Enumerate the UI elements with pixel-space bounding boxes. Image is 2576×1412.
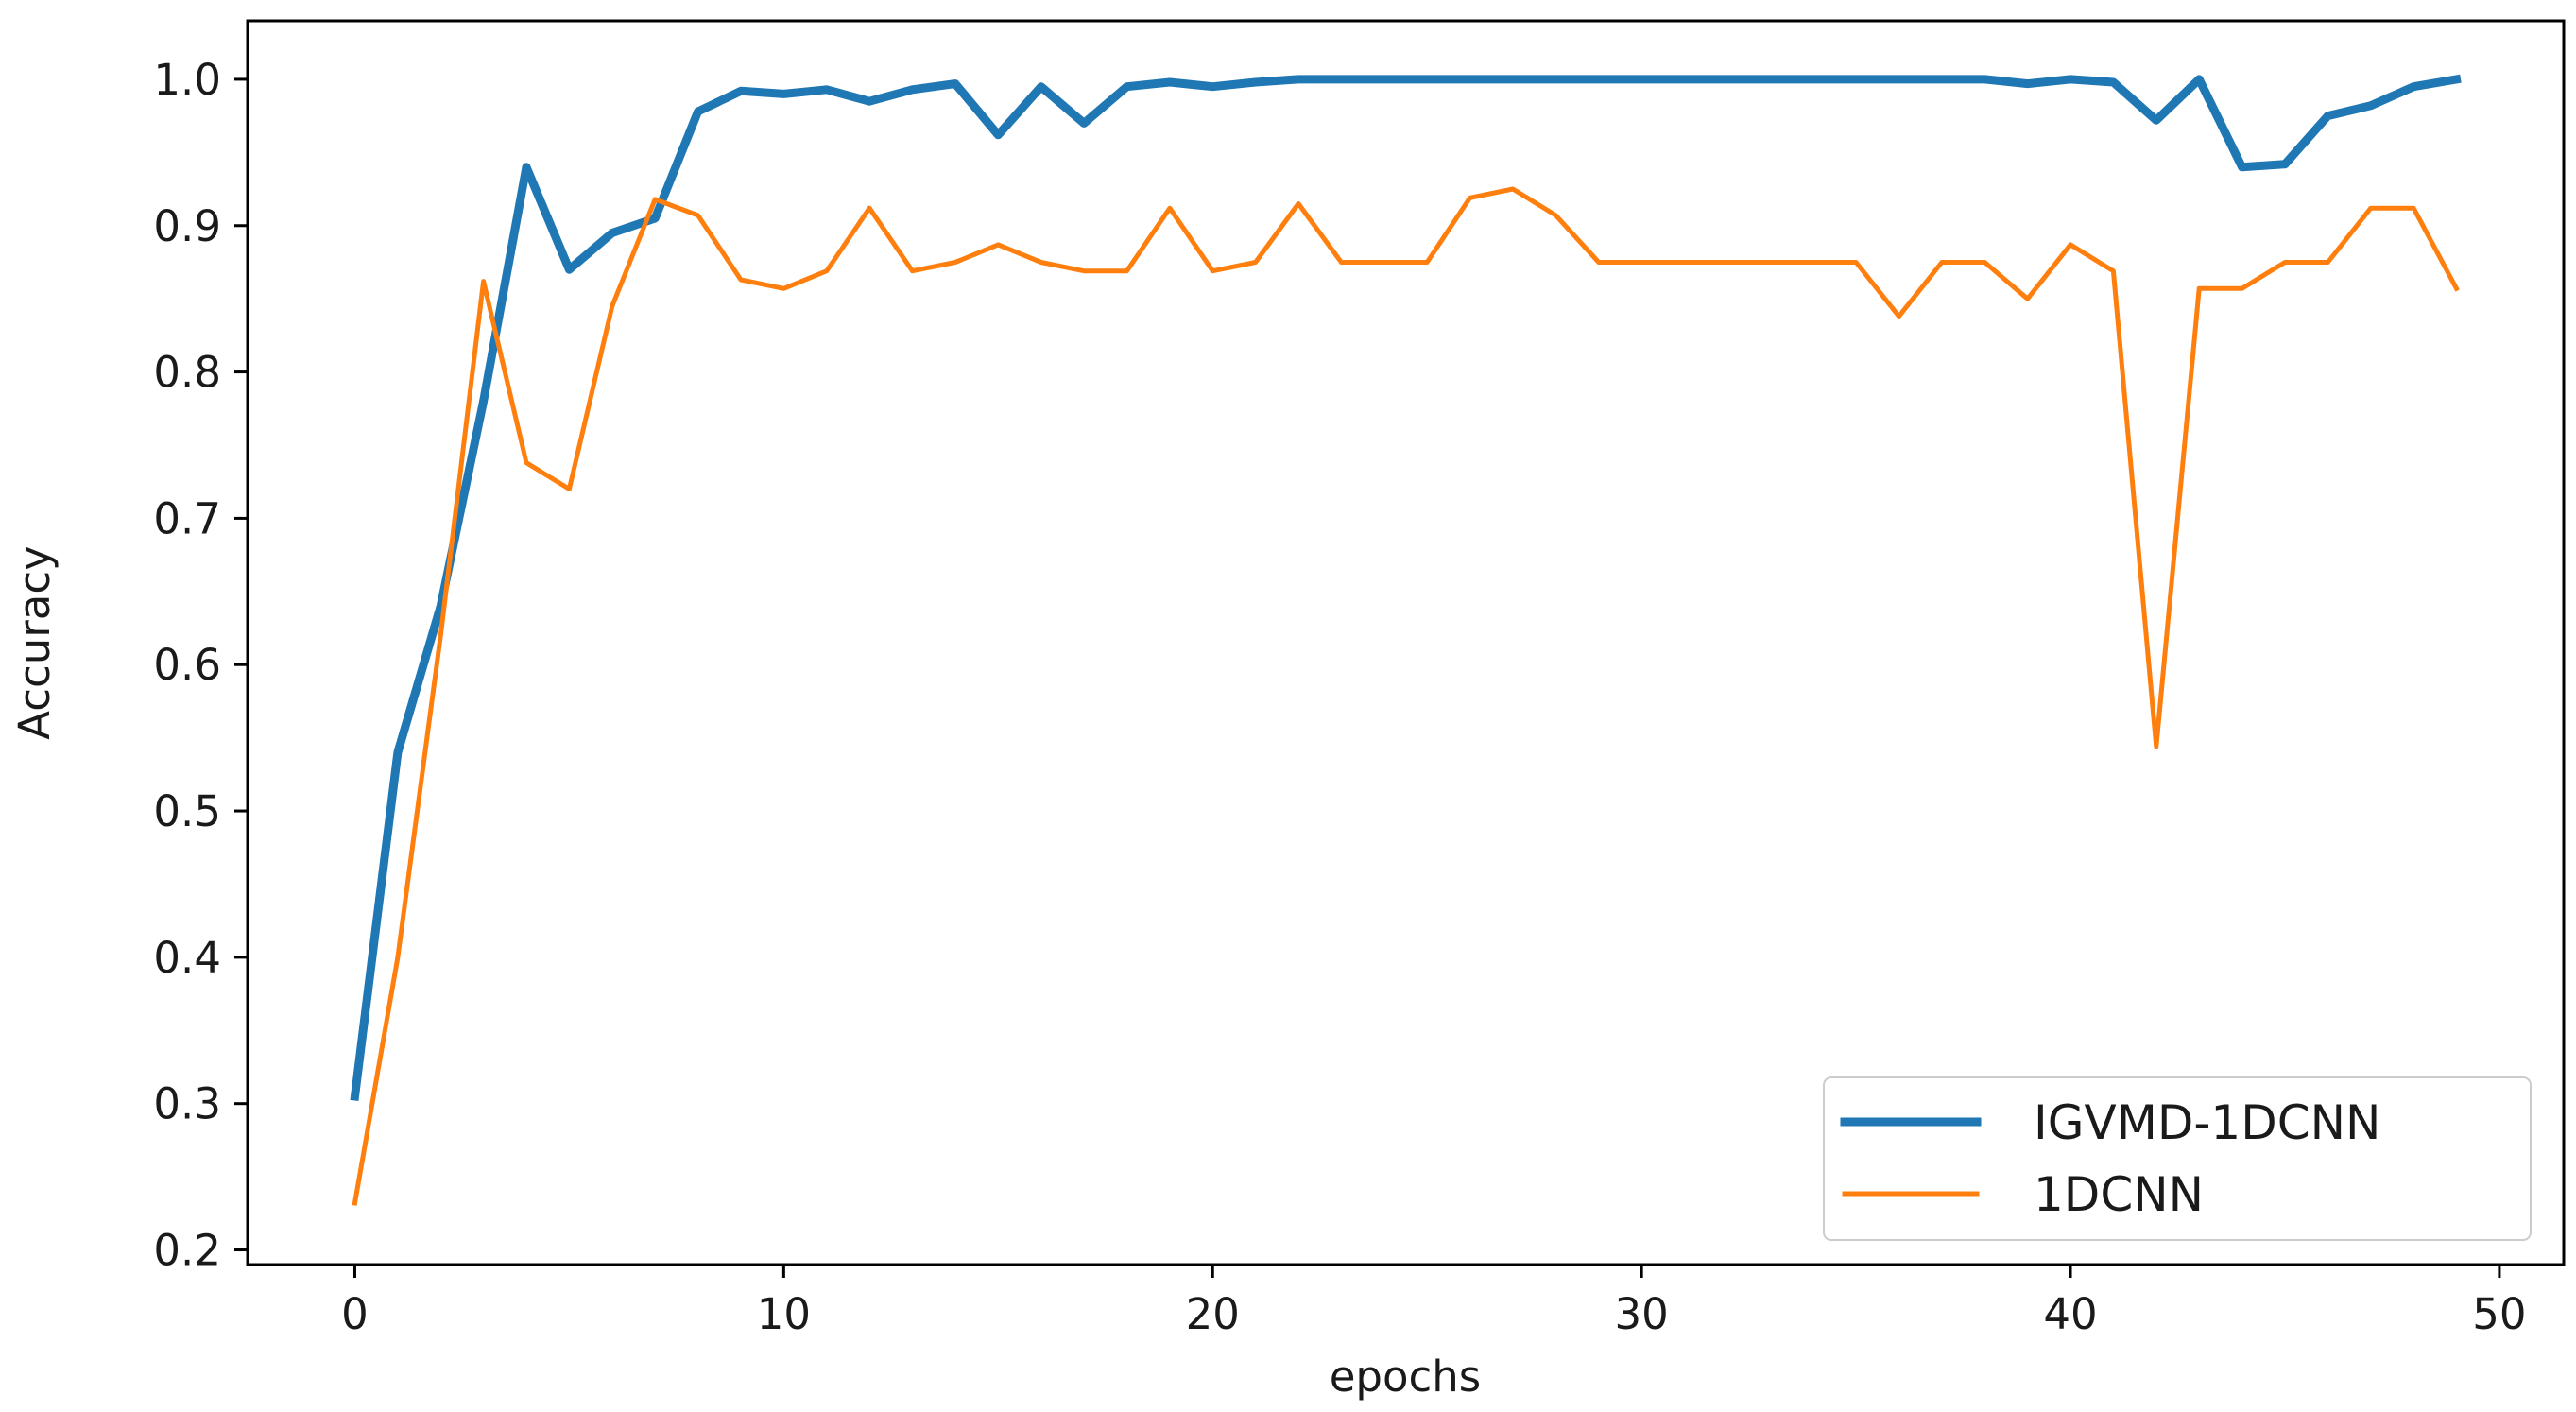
y-tick-label: 0.2 xyxy=(153,1226,221,1276)
y-tick-label: 0.5 xyxy=(153,786,221,836)
x-tick-label: 20 xyxy=(1186,1289,1240,1339)
legend-label-1dcnn: 1DCNN xyxy=(2034,1167,2204,1222)
y-tick-label: 0.3 xyxy=(153,1079,221,1129)
series-line-1dcnn xyxy=(352,186,2460,1206)
series-line-igvmd-1dcnn xyxy=(350,74,2462,1102)
y-tick-label: 1.0 xyxy=(153,55,221,105)
y-axis-label: Accuracy xyxy=(9,545,60,739)
plot-frame xyxy=(246,19,2566,1266)
legend-label-igvmd-1dcnn: IGVMD-1DCNN xyxy=(2034,1095,2380,1150)
x-tick-label: 50 xyxy=(2472,1289,2526,1339)
x-tick-label: 0 xyxy=(341,1289,369,1339)
legend-box xyxy=(1823,1076,2532,1241)
x-axis: 0 10 20 30 40 50 xyxy=(341,1265,2527,1339)
y-tick-label: 0.8 xyxy=(153,348,221,398)
y-tick-label: 0.9 xyxy=(153,201,221,251)
y-tick-label: 0.6 xyxy=(153,640,221,690)
series-lines xyxy=(350,74,2462,1206)
y-axis: 0.2 0.3 0.4 0.5 0.6 0.7 0.8 0.9 1.0 xyxy=(153,55,248,1276)
x-tick-label: 30 xyxy=(1615,1289,1669,1339)
legend: IGVMD-1DCNN 1DCNN xyxy=(1823,1076,2532,1241)
x-axis-label: epochs xyxy=(1330,1352,1482,1402)
y-tick-label: 0.7 xyxy=(153,493,221,543)
x-tick-label: 10 xyxy=(757,1289,811,1339)
x-tick-label: 40 xyxy=(2043,1289,2097,1339)
y-tick-label: 0.4 xyxy=(153,933,221,983)
